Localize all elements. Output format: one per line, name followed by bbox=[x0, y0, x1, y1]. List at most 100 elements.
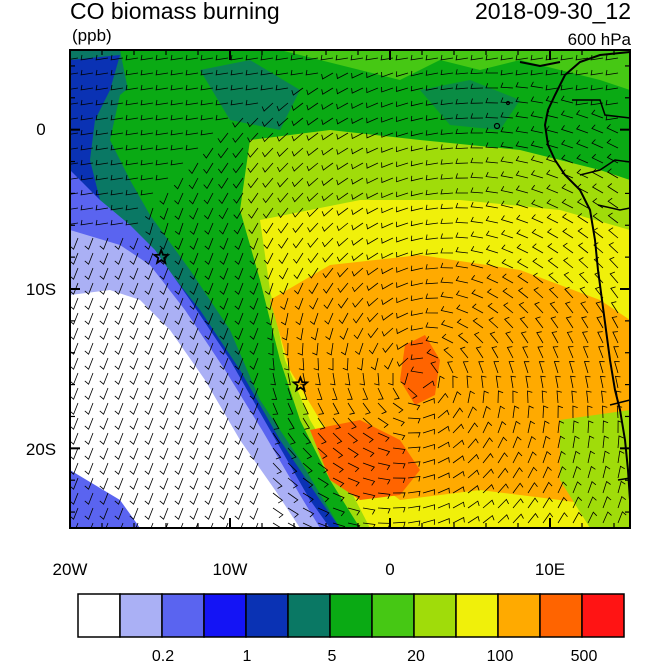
wind-barb bbox=[332, 477, 345, 488]
wind-barb bbox=[367, 312, 379, 323]
wind-barb bbox=[174, 237, 184, 250]
wind-barb bbox=[336, 192, 349, 201]
wind-barb bbox=[440, 291, 454, 299]
wind-barb bbox=[485, 186, 499, 194]
wind-barb bbox=[467, 453, 480, 464]
wind-barb bbox=[125, 54, 139, 61]
wind-barb bbox=[562, 242, 574, 254]
wind-barb bbox=[189, 282, 199, 295]
wind-barb bbox=[70, 432, 79, 445]
wind-barb bbox=[452, 423, 464, 434]
wind-barb bbox=[70, 207, 79, 210]
wind-barb bbox=[140, 69, 154, 76]
wind-barb bbox=[497, 452, 508, 464]
wind-barb bbox=[110, 189, 124, 196]
wind-barb bbox=[557, 481, 567, 494]
wind-barb bbox=[392, 492, 406, 498]
wind-barb bbox=[129, 492, 139, 505]
wind-barb bbox=[336, 87, 349, 95]
wind-barb bbox=[455, 173, 469, 179]
wind-barb bbox=[234, 432, 244, 445]
wind-barb bbox=[129, 402, 139, 415]
wind-barb bbox=[470, 128, 483, 134]
wind-barb bbox=[470, 172, 484, 179]
wind-barb bbox=[425, 278, 439, 285]
wind-barb bbox=[248, 207, 259, 219]
wind-barb bbox=[174, 252, 184, 265]
wind-barb bbox=[291, 117, 304, 127]
wind-barb bbox=[317, 507, 330, 517]
wind-barb bbox=[531, 228, 544, 239]
wind-barb bbox=[410, 325, 424, 331]
wind-barb bbox=[200, 69, 214, 76]
colorbar-swatch bbox=[203, 593, 247, 638]
wind-barb bbox=[587, 465, 596, 479]
wind-barb bbox=[362, 447, 375, 458]
wind-barb bbox=[470, 68, 484, 75]
wind-barb bbox=[144, 432, 154, 445]
wind-barb bbox=[247, 117, 259, 128]
wind-barb bbox=[247, 132, 259, 143]
wind-barb bbox=[527, 435, 536, 449]
wind-barb bbox=[129, 297, 139, 310]
wind-barb bbox=[381, 132, 394, 138]
wind-barb bbox=[351, 117, 364, 125]
wind-barb bbox=[336, 177, 349, 186]
wind-barb bbox=[219, 237, 229, 250]
wind-barb bbox=[272, 417, 280, 430]
wind-barb bbox=[189, 297, 199, 310]
wind-barb bbox=[105, 522, 109, 528]
wind-barb bbox=[356, 357, 364, 371]
wind-barb bbox=[70, 297, 79, 310]
wind-barb bbox=[267, 327, 274, 341]
wind-barb bbox=[234, 252, 244, 265]
wind-barb bbox=[84, 477, 94, 490]
wind-barb bbox=[351, 87, 364, 94]
wind-barb bbox=[422, 474, 435, 480]
wind-barb bbox=[447, 361, 454, 374]
wind-barb bbox=[317, 417, 326, 430]
wind-barb bbox=[570, 375, 576, 389]
wind-barb bbox=[284, 357, 290, 371]
wind-barb bbox=[542, 420, 550, 434]
wind-barb bbox=[277, 162, 289, 173]
wind-barb bbox=[396, 342, 409, 351]
wind-barb bbox=[538, 361, 545, 374]
wind-barb bbox=[354, 342, 364, 356]
wind-barb bbox=[322, 237, 334, 248]
wind-barb bbox=[272, 402, 279, 415]
wind-barb bbox=[347, 507, 361, 516]
wind-barb bbox=[322, 267, 334, 279]
wind-barb bbox=[440, 320, 454, 329]
wind-barb bbox=[245, 69, 259, 76]
wind-barb bbox=[470, 202, 484, 209]
wind-barb bbox=[425, 322, 439, 329]
wind-barb bbox=[485, 245, 499, 254]
wind-barb bbox=[512, 390, 518, 404]
wind-barb bbox=[291, 162, 304, 172]
wind-barb bbox=[249, 267, 259, 280]
wind-barb bbox=[302, 432, 312, 445]
wind-barb bbox=[316, 387, 323, 400]
wind-barb bbox=[321, 147, 334, 156]
wind-barb bbox=[561, 169, 574, 179]
wind-barb bbox=[70, 492, 79, 505]
wind-barb bbox=[617, 450, 625, 464]
wind-barb bbox=[125, 84, 139, 91]
wind-barb bbox=[232, 117, 244, 128]
wind-barb bbox=[425, 130, 439, 136]
map-title: CO biomass burning bbox=[70, 0, 280, 24]
wind-barb bbox=[306, 207, 319, 218]
wind-barb bbox=[547, 257, 559, 269]
wind-barb bbox=[129, 477, 139, 490]
wind-barb bbox=[437, 502, 450, 509]
wind-barb bbox=[572, 465, 582, 479]
wind-barb bbox=[555, 375, 561, 389]
wind-barb bbox=[608, 242, 619, 254]
wind-barb bbox=[219, 507, 229, 520]
wind-barb bbox=[396, 191, 409, 198]
wind-barb bbox=[577, 213, 589, 224]
wind-barb bbox=[114, 447, 124, 460]
wind-barb bbox=[485, 215, 499, 224]
